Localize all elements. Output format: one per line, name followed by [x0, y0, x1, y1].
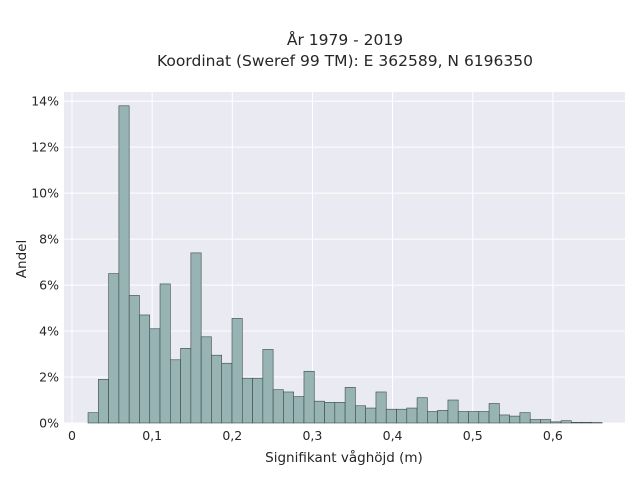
- histogram-bar: [457, 411, 469, 424]
- x-axis-label: Signifikant våghöjd (m): [265, 449, 423, 466]
- histogram-bar: [499, 414, 510, 424]
- histogram-bar: [303, 370, 315, 424]
- histogram-bar: [509, 415, 521, 424]
- histogram-bar: [529, 419, 541, 424]
- y-axis-ticks: 0% 2% 4% 6% 8% 10% 12% 14%: [31, 94, 59, 431]
- histogram-bar: [560, 420, 572, 424]
- y-tick-label: 4%: [39, 324, 59, 339]
- histogram-bar: [334, 402, 346, 424]
- histogram-bar: [416, 397, 428, 424]
- histogram-bar: [540, 419, 552, 424]
- histogram-bar: [365, 407, 377, 424]
- x-tick-label: 0,2: [222, 428, 242, 443]
- histogram-bar: [211, 354, 223, 424]
- histogram-bar: [180, 347, 192, 424]
- x-tick-label: 0,3: [302, 428, 322, 443]
- histogram-bar: [344, 387, 356, 424]
- y-tick-label: 8%: [39, 232, 59, 247]
- histogram-bar: [118, 105, 130, 424]
- histogram-bars: [87, 105, 603, 424]
- histogram-bar: [571, 422, 582, 424]
- histogram-bar: [241, 377, 253, 424]
- histogram-bar: [406, 407, 418, 424]
- histogram-bar: [375, 391, 387, 424]
- histogram-bar: [190, 252, 202, 424]
- x-tick-label: 0: [68, 428, 76, 443]
- chart-title: År 1979 - 2019: [287, 30, 403, 49]
- histogram-bar: [396, 408, 408, 424]
- histogram-bar: [262, 349, 274, 424]
- histogram-bar: [231, 318, 243, 424]
- histogram-bar: [283, 391, 294, 424]
- histogram-bar: [149, 328, 161, 424]
- histogram-bar: [200, 336, 212, 424]
- histogram-bar: [550, 421, 562, 424]
- histogram-bar: [581, 422, 593, 424]
- x-tick-label: 0,5: [463, 428, 483, 443]
- histogram-bar: [98, 379, 109, 424]
- y-axis-label: Andel: [14, 240, 30, 278]
- histogram-bar: [519, 412, 531, 424]
- histogram-bar: [468, 411, 480, 424]
- histogram-bar: [139, 314, 151, 424]
- y-tick-label: 2%: [39, 370, 59, 385]
- histogram-bar: [385, 408, 397, 424]
- histogram-bar: [221, 362, 233, 424]
- y-tick-label: 0%: [39, 416, 59, 431]
- histogram-bar: [272, 389, 284, 424]
- chart-subtitle: Koordinat (Sweref 99 TM): E 362589, N 61…: [157, 52, 533, 70]
- histogram-bar: [313, 400, 325, 424]
- x-tick-label: 0,1: [142, 428, 162, 443]
- x-tick-label: 0,4: [383, 428, 403, 443]
- histogram-bar: [293, 396, 305, 424]
- histogram-bar: [170, 359, 181, 424]
- histogram-bar: [447, 399, 459, 424]
- histogram-bar: [87, 412, 99, 424]
- histogram-bar: [252, 377, 264, 424]
- x-axis-ticks: 0 0,1 0,2 0,3 0,4 0,5 0,6: [68, 428, 563, 443]
- histogram-bar: [159, 283, 171, 424]
- y-tick-label: 6%: [39, 278, 59, 293]
- histogram-bar: [128, 295, 140, 424]
- x-tick-label: 0,6: [543, 428, 563, 443]
- y-tick-label: 14%: [31, 94, 59, 109]
- histogram-bar: [488, 403, 500, 424]
- y-tick-label: 12%: [31, 140, 59, 155]
- histogram-bar: [478, 411, 490, 424]
- histogram-bar: [437, 410, 449, 424]
- histogram-bar: [108, 273, 120, 424]
- histogram-bar: [355, 405, 366, 424]
- histogram-bar: [324, 402, 336, 424]
- y-tick-label: 10%: [31, 186, 59, 201]
- histogram-bar: [427, 411, 438, 424]
